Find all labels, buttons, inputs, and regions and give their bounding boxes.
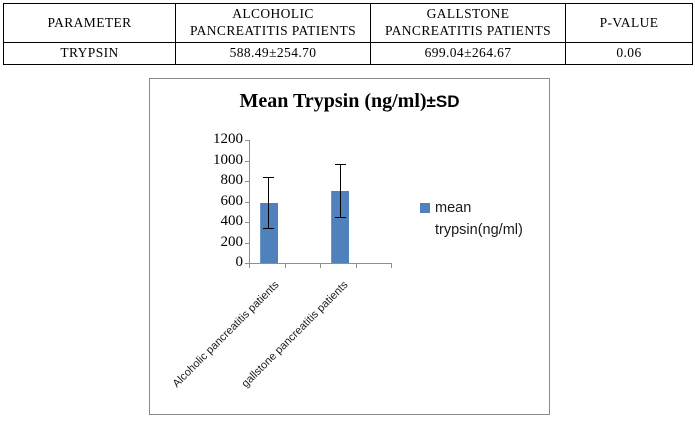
table-header-alcoholic: ALCOHOLIC PANCREATITIS PATIENTS xyxy=(175,3,371,43)
y-tick-label: 0 xyxy=(235,254,244,270)
legend-label: mean trypsin(ng/ml) xyxy=(435,200,523,238)
chart-title-main: Mean Trypsin (ng/ml) xyxy=(239,90,427,112)
y-tick-label: 600 xyxy=(220,193,244,209)
y-tick xyxy=(245,140,249,141)
table-header-parameter: PARAMETER xyxy=(3,3,176,43)
x-axis-line xyxy=(249,263,392,264)
y-tick xyxy=(245,202,249,203)
legend-swatch-icon xyxy=(420,203,430,213)
y-tick xyxy=(245,161,249,162)
y-tick xyxy=(245,263,249,264)
bar xyxy=(260,202,278,263)
y-tick-label: 200 xyxy=(220,234,244,250)
x-category-label: gallstone pancreatitis patients xyxy=(239,279,351,390)
table-header-row: PARAMETER ALCOHOLIC PANCREATITIS PATIENT… xyxy=(3,3,693,43)
y-axis-line xyxy=(249,140,250,264)
x-tick xyxy=(356,264,357,268)
y-tick-label: 800 xyxy=(220,172,244,188)
chart-title: Mean Trypsin (ng/ml)±SD xyxy=(150,90,549,113)
chart-title-suffix: ±SD xyxy=(426,92,460,111)
table-header-gallstone: GALLSTONE PANCREATITIS PATIENTS xyxy=(370,3,566,43)
x-tick xyxy=(249,264,250,268)
results-table: PARAMETER ALCOHOLIC PANCREATITIS PATIENT… xyxy=(3,3,693,65)
x-tick xyxy=(285,264,286,268)
table-cell-parameter: TRYPSIN xyxy=(3,42,176,65)
x-category-label: Alcoholic pancreatitis patients xyxy=(170,279,282,390)
y-tick-label: 400 xyxy=(220,213,244,229)
bar xyxy=(331,191,349,263)
table-cell-alcoholic-value: 588.49±254.70 xyxy=(175,42,371,65)
error-bar xyxy=(263,176,274,229)
y-tick xyxy=(245,222,249,223)
table-cell-gallstone-value: 699.04±264.67 xyxy=(370,42,566,65)
legend: mean trypsin(ng/ml) xyxy=(420,197,547,241)
error-bar xyxy=(335,164,346,219)
x-tick xyxy=(320,264,321,268)
bar-chart: Mean Trypsin (ng/ml)±SD 1200 1000 800 60… xyxy=(149,78,550,415)
y-tick xyxy=(245,243,249,244)
table-row: TRYPSIN 588.49±254.70 699.04±264.67 0.06 xyxy=(3,42,693,65)
y-tick xyxy=(245,181,249,182)
table-header-pvalue: P-VALUE xyxy=(565,3,693,43)
x-tick xyxy=(391,264,392,268)
table-cell-pvalue: 0.06 xyxy=(565,42,693,65)
y-tick-label: 1200 xyxy=(213,131,243,147)
y-tick-label: 1000 xyxy=(213,152,243,168)
